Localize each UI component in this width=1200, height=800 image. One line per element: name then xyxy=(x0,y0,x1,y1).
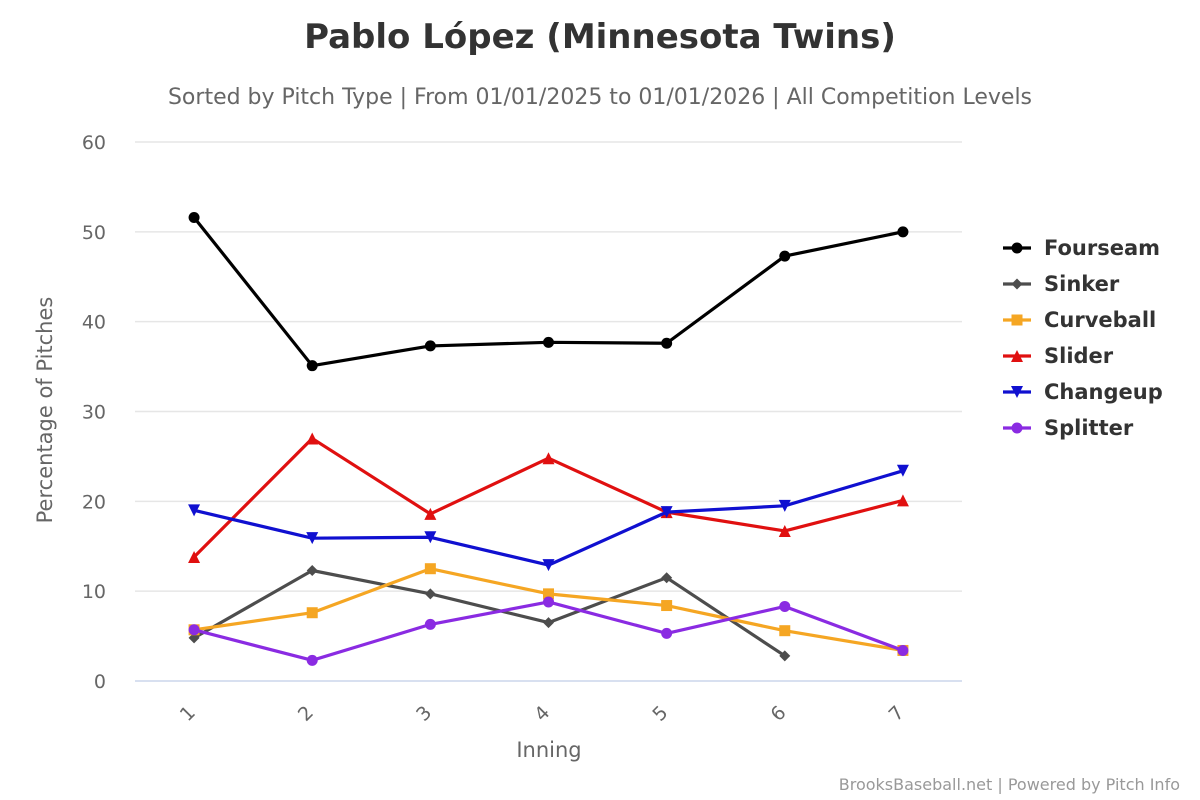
chart-credits[interactable]: BrooksBaseball.net | Powered by Pitch In… xyxy=(839,775,1180,794)
data-point-slider[interactable] xyxy=(188,551,201,564)
data-point-splitter[interactable] xyxy=(779,600,791,612)
series-line-changeup xyxy=(193,469,904,567)
data-point-fourseam[interactable] xyxy=(543,336,554,348)
data-point-fourseam[interactable] xyxy=(779,250,791,262)
legend-label: Splitter xyxy=(1044,416,1134,440)
legend-item-changeup[interactable]: Changeup xyxy=(1003,380,1163,404)
series-fourseam xyxy=(188,211,909,372)
x-tick-label: 1 xyxy=(176,702,200,726)
data-point-sinker[interactable] xyxy=(661,572,673,584)
x-tick-label: 2 xyxy=(294,702,318,726)
series-group xyxy=(188,211,909,666)
legend-marker[interactable] xyxy=(1011,350,1023,362)
data-point-splitter[interactable] xyxy=(543,596,554,608)
legend-marker[interactable] xyxy=(1011,386,1023,398)
data-point-curveball[interactable] xyxy=(306,607,318,619)
legend-marker[interactable] xyxy=(1011,242,1023,254)
data-point-slider[interactable] xyxy=(896,494,909,507)
data-point-changeup[interactable] xyxy=(188,504,201,517)
data-point-changeup[interactable] xyxy=(542,559,555,572)
data-point-slider[interactable] xyxy=(424,507,437,520)
legend-item-sinker[interactable]: Sinker xyxy=(1003,272,1120,296)
data-point-slider[interactable] xyxy=(306,432,319,445)
data-point-splitter[interactable] xyxy=(424,618,436,630)
data-point-changeup[interactable] xyxy=(660,506,673,519)
data-point-fourseam[interactable] xyxy=(188,211,200,223)
y-tick-label: 30 xyxy=(82,402,106,424)
legend-label: Slider xyxy=(1044,344,1114,368)
data-point-curveball[interactable] xyxy=(661,600,673,612)
legend-label: Fourseam xyxy=(1044,236,1160,260)
y-tick-label: 0 xyxy=(94,671,106,693)
series-splitter xyxy=(188,596,909,666)
legend[interactable]: Fourseam Sinker Curveball Slider Changeup Spl… xyxy=(1003,236,1163,440)
data-point-sinker[interactable] xyxy=(543,617,554,629)
x-tick-label: 4 xyxy=(530,702,554,726)
y-tick-label: 60 xyxy=(82,132,106,154)
data-point-splitter[interactable] xyxy=(897,644,909,656)
legend-label: Sinker xyxy=(1044,272,1120,296)
legend-item-curveball[interactable]: Curveball xyxy=(1003,308,1156,332)
legend-marker[interactable] xyxy=(1011,422,1023,434)
legend-marker[interactable] xyxy=(1011,278,1023,290)
data-point-changeup[interactable] xyxy=(306,532,319,545)
data-point-fourseam[interactable] xyxy=(306,360,318,372)
data-point-splitter[interactable] xyxy=(306,654,318,666)
data-point-curveball[interactable] xyxy=(779,625,791,637)
data-point-changeup[interactable] xyxy=(424,531,437,544)
series-curveball xyxy=(188,563,909,656)
y-axis-title: Percentage of Pitches xyxy=(33,297,57,524)
x-tick-label: 7 xyxy=(885,702,909,726)
legend-item-fourseam[interactable]: Fourseam xyxy=(1003,236,1160,260)
data-point-splitter[interactable] xyxy=(188,624,200,636)
chart-subtitle: Sorted by Pitch Type | From 01/01/2025 t… xyxy=(168,85,1032,110)
series-slider xyxy=(188,432,909,564)
y-tick-label: 10 xyxy=(82,581,106,603)
legend-label: Curveball xyxy=(1044,308,1156,332)
series-line-sinker xyxy=(193,568,786,658)
x-tick-label: 5 xyxy=(648,702,672,726)
y-tick-label: 40 xyxy=(82,312,106,334)
data-point-slider[interactable] xyxy=(778,524,791,537)
legend-item-slider[interactable]: Slider xyxy=(1003,344,1114,368)
legend-item-splitter[interactable]: Splitter xyxy=(1003,416,1134,440)
data-point-curveball[interactable] xyxy=(543,588,554,600)
legend-marker[interactable] xyxy=(1011,314,1023,326)
data-point-fourseam[interactable] xyxy=(897,226,909,238)
series-changeup xyxy=(188,464,909,572)
x-tick-label: 6 xyxy=(766,702,790,726)
data-point-sinker[interactable] xyxy=(424,588,436,600)
x-axis-ticks: 1 2 3 4 5 6 7 xyxy=(176,702,909,726)
data-point-changeup[interactable] xyxy=(896,464,909,477)
data-point-splitter[interactable] xyxy=(661,627,673,639)
legend-label: Changeup xyxy=(1044,380,1163,404)
y-axis-ticks: 0 10 20 30 40 50 60 xyxy=(82,132,106,693)
data-point-changeup[interactable] xyxy=(778,499,791,512)
chart-title: Pablo López (Minnesota Twins) xyxy=(304,17,896,57)
data-point-sinker[interactable] xyxy=(306,565,318,577)
series-sinker xyxy=(188,565,791,662)
y-tick-label: 50 xyxy=(82,222,106,244)
data-point-curveball[interactable] xyxy=(424,563,436,575)
y-tick-label: 20 xyxy=(82,491,106,513)
data-point-fourseam[interactable] xyxy=(661,337,673,349)
x-axis-title: Inning xyxy=(516,738,581,762)
x-tick-label: 3 xyxy=(412,702,436,726)
data-point-slider[interactable] xyxy=(542,452,555,465)
data-point-sinker[interactable] xyxy=(779,650,791,662)
data-point-fourseam[interactable] xyxy=(424,340,436,352)
